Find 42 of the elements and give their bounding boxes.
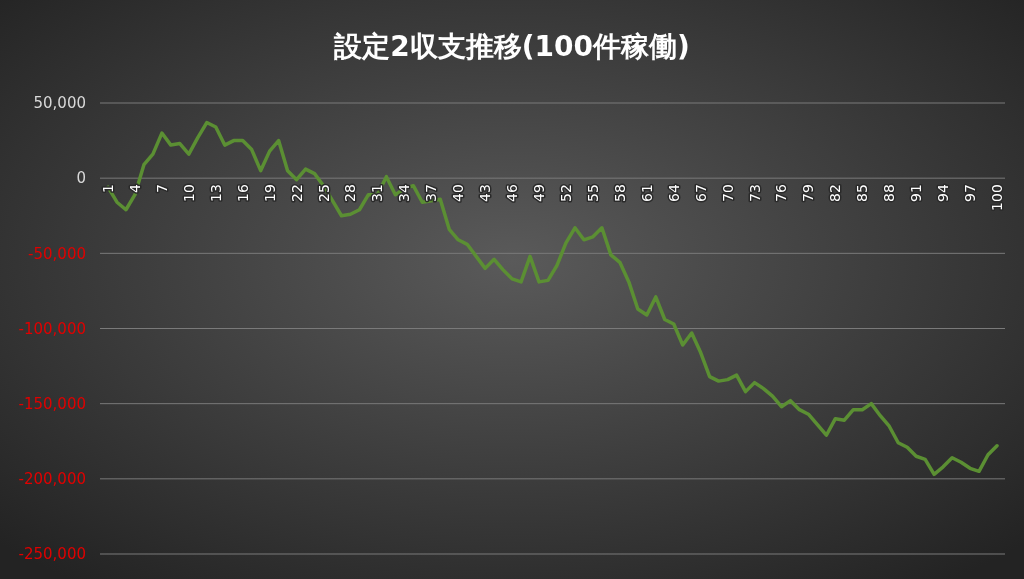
y-tick-label: 50,000 xyxy=(33,94,86,113)
x-tick-label: 7 xyxy=(153,184,170,194)
x-tick-label: 37 xyxy=(423,184,440,202)
x-tick-label: 91 xyxy=(908,184,925,202)
y-tick-label: -150,000 xyxy=(18,394,86,413)
x-tick-label: 64 xyxy=(665,184,682,202)
x-tick-label: 67 xyxy=(692,184,709,202)
y-tick-label: -200,000 xyxy=(18,470,86,489)
x-tick-label: 85 xyxy=(854,184,871,202)
x-tick-label: 97 xyxy=(962,184,979,202)
y-tick-label: -50,000 xyxy=(28,244,86,263)
x-tick-label: 4 xyxy=(126,184,143,194)
x-tick-label: 70 xyxy=(719,184,736,202)
x-tick-label: 52 xyxy=(557,184,574,202)
x-tick-label: 25 xyxy=(315,184,332,202)
x-tick-label: 43 xyxy=(477,184,494,202)
x-tick-label: 1 xyxy=(100,184,116,194)
x-tick-label: 34 xyxy=(396,184,413,202)
x-tick-label: 49 xyxy=(531,184,548,202)
x-tick-label: 46 xyxy=(504,184,521,202)
x-tick-label: 58 xyxy=(611,184,628,202)
y-tick-label: -100,000 xyxy=(18,319,86,338)
x-tick-label: 13 xyxy=(207,184,224,202)
x-tick-label: 82 xyxy=(827,184,844,202)
x-tick-label: 100 xyxy=(989,184,1005,211)
y-tick-label: -250,000 xyxy=(18,545,86,564)
x-tick-label: 55 xyxy=(584,184,601,202)
x-tick-label: 22 xyxy=(288,184,305,202)
x-tick-label: 73 xyxy=(746,184,763,202)
chart-title: 設定2収支推移(100件稼働) xyxy=(333,30,690,63)
x-tick-label: 94 xyxy=(935,184,952,202)
x-tick-label: 61 xyxy=(638,184,655,202)
x-tick-label: 10 xyxy=(180,184,197,202)
x-tick-label: 19 xyxy=(261,184,278,202)
x-tick-label: 79 xyxy=(800,184,817,202)
y-tick-label: 0 xyxy=(76,169,86,188)
x-tick-label: 40 xyxy=(450,184,467,202)
x-tick-label: 28 xyxy=(342,184,359,202)
x-tick-label: 88 xyxy=(881,184,898,202)
x-tick-label: 31 xyxy=(369,184,386,202)
x-tick-label: 16 xyxy=(234,184,251,202)
x-tick-label: 76 xyxy=(773,184,790,202)
